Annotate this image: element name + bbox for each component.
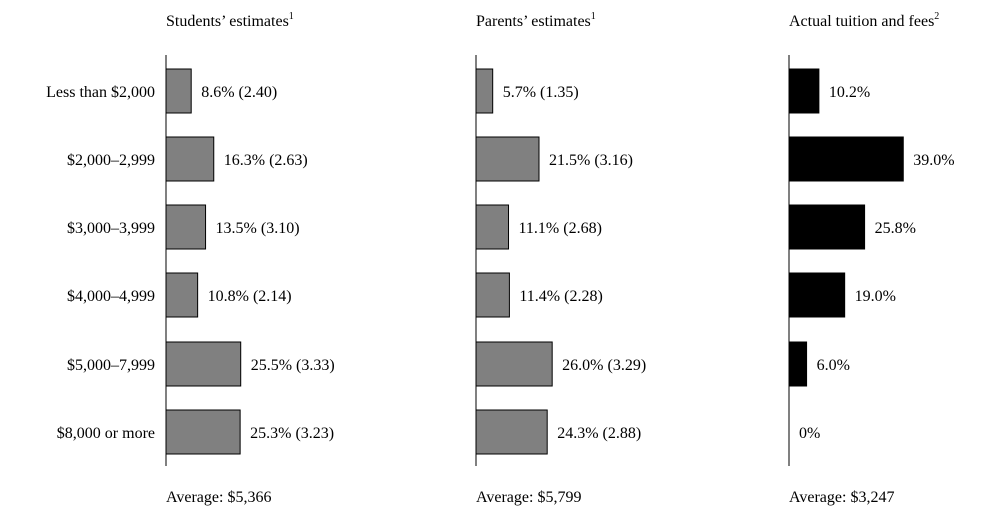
bar [475,272,510,318]
bar-data-label: 25.8% [875,220,916,237]
bar-data-label: 25.5% (3.33) [251,357,335,374]
bar [788,341,808,387]
bar [788,68,820,114]
panel-average-label: Average: $5,366 [166,489,271,506]
bar-data-label: 21.5% (3.16) [549,152,633,169]
category-label: $4,000–4,999 [67,288,155,305]
bar [475,136,540,182]
bar-data-label: 39.0% [913,152,954,169]
bar-data-label: 6.0% [817,357,850,374]
chart-panel: Parents’ estimates1 5.7% (1.35) 21.5% (3.1… [475,11,646,506]
category-labels: Less than $2,000 $2,000–2,999 $3,000–3,999… [46,84,155,442]
bar [165,136,215,182]
panel-title-text: Actual tuition and fees [789,13,934,30]
bar [165,272,199,318]
bar-data-label: 24.3% (2.88) [557,425,641,442]
bar-data-label: 11.1% (2.68) [519,220,602,237]
category-label: $3,000–3,999 [67,220,155,237]
panel-title-footnote: 1 [289,11,294,22]
bar [475,204,510,250]
bar-data-label: 0% [799,425,820,442]
bar-data-label: 8.6% (2.40) [201,84,277,101]
bar-data-label: 16.3% (2.63) [224,152,308,169]
bar-data-label: 11.4% (2.28) [519,288,602,305]
bar [788,272,846,318]
bar-data-label: 25.3% (3.23) [250,425,334,442]
bar [165,204,207,250]
bar-data-label: 13.5% (3.10) [216,220,300,237]
category-label: Less than $2,000 [46,84,155,101]
category-label: $8,000 or more [57,425,155,442]
panel-title: Students’ estimates1 [166,11,294,30]
bar [788,136,904,182]
bar [475,409,548,455]
panel-average-label: Average: $3,247 [789,489,894,506]
category-label: $5,000–7,999 [67,357,155,374]
bar [475,341,553,387]
panel-title: Parents’ estimates1 [476,11,596,30]
bar-data-label: 19.0% [855,288,896,305]
bar [165,409,241,455]
chart-panel: Students’ estimates1 8.6% (2.40) 16.3% (2.… [165,11,335,506]
panel-average-label: Average: $5,799 [476,489,581,506]
panel-title-footnote: 2 [934,11,939,22]
bar-data-label: 10.2% [829,84,870,101]
bar [165,68,192,114]
bar [475,68,494,114]
bar-data-label: 26.0% (3.29) [562,357,646,374]
panel-title: Actual tuition and fees2 [789,11,939,30]
chart-panel: Actual tuition and fees2 10.2% 39.0% 25.8% 1… [788,11,955,506]
bar [165,341,242,387]
bar-data-label: 10.8% (2.14) [208,288,292,305]
bar [788,204,866,250]
panel-title-text: Parents’ estimates [476,13,591,30]
category-label: $2,000–2,999 [67,152,155,169]
panel-title-footnote: 1 [591,11,596,22]
bar-data-label: 5.7% (1.35) [503,84,579,101]
panel-title-text: Students’ estimates [166,13,289,30]
